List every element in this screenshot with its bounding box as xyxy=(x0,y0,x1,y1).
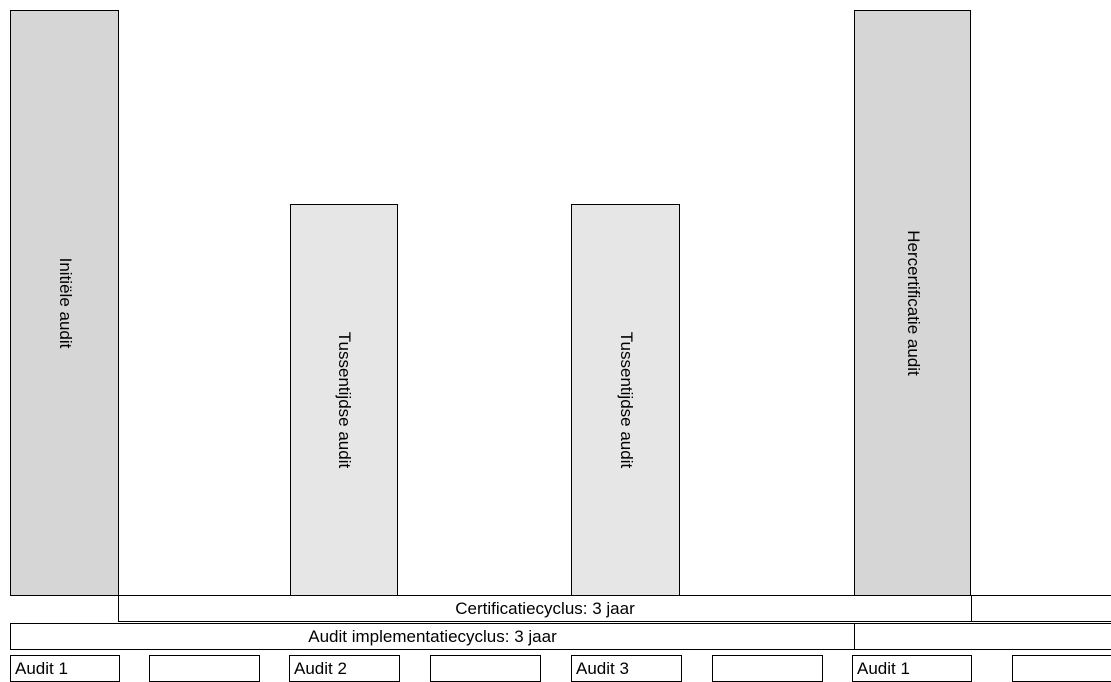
implementation-cycle-continuation xyxy=(854,623,1111,650)
audit-cell-empty xyxy=(430,655,541,682)
audit-cell-2: Audit 2 xyxy=(289,655,400,682)
audit-bar-interim-2: Tussentijdse audit xyxy=(571,204,680,596)
implementation-cycle-label: Audit implementatiecyclus: 3 jaar xyxy=(308,626,557,646)
audit-bar-interim-1: Tussentijdse audit xyxy=(290,204,398,596)
audit-cell-empty xyxy=(149,655,260,682)
certification-cycle-continuation xyxy=(971,595,1111,622)
audit-cell-3: Audit 3 xyxy=(571,655,682,682)
audit-bar-label: Hercertificatie audit xyxy=(903,230,923,376)
audit-cell-empty xyxy=(712,655,823,682)
audit-cell-4: Audit 1 xyxy=(852,655,972,682)
certification-cycle-label: Certificatiecyclus: 3 jaar xyxy=(455,598,635,618)
audit-bar-recertification: Hercertificatie audit xyxy=(854,10,971,596)
certification-cycle-bar: Certificatiecyclus: 3 jaar xyxy=(118,595,972,622)
audit-bar-label: Tussentijdse audit xyxy=(335,331,354,469)
audit-cell-label: Audit 2 xyxy=(294,658,347,678)
audit-bar-label: Initiële audit xyxy=(55,257,75,349)
audit-bar-initial: Initiële audit xyxy=(10,10,119,596)
audit-bar-label: Tussentijdse audit xyxy=(616,331,636,469)
audit-cell-label: Audit 1 xyxy=(857,658,910,678)
implementation-cycle-bar: Audit implementatiecyclus: 3 jaar xyxy=(10,623,855,650)
audit-cell-1: Audit 1 xyxy=(10,655,120,682)
audit-cell-label: Audit 1 xyxy=(15,658,68,678)
audit-cell-label: Audit 3 xyxy=(576,658,629,678)
audit-cell-empty xyxy=(1012,655,1111,682)
